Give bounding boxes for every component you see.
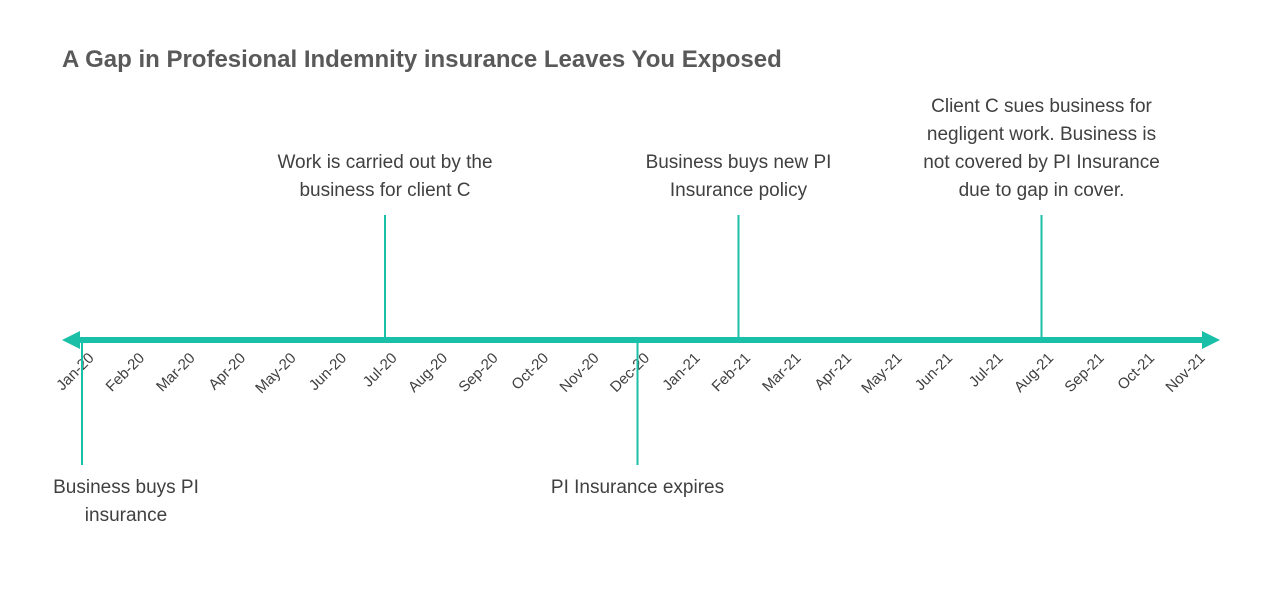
month-tick-label: Mar-21: [759, 350, 805, 396]
timeline-right-arrow: [1202, 331, 1220, 349]
diagram-title: A Gap in Profesional Indemnity insurance…: [62, 46, 782, 73]
month-tick-label: Jan-20: [53, 350, 97, 394]
month-tick-label: Jul-20: [360, 350, 401, 391]
month-tick-label: Feb-20: [103, 350, 149, 396]
month-tick-label: Aug-20: [405, 350, 451, 396]
month-tick-label: May-21: [858, 350, 905, 397]
month-tick-label: Apr-21: [811, 350, 855, 394]
month-tick-label: Dec-20: [607, 350, 653, 396]
month-tick-label: May-20: [252, 350, 299, 397]
event-label: Work is carried out by the business for …: [277, 152, 493, 201]
month-tick-label: Feb-21: [709, 350, 755, 396]
month-tick-label: Oct-21: [1114, 350, 1158, 394]
month-tick-label: Jun-20: [306, 350, 350, 394]
month-tick-label: Apr-20: [205, 350, 249, 394]
event-label: PI Insurance expires: [550, 477, 725, 498]
month-tick-label: Nov-21: [1162, 350, 1208, 396]
month-tick-label: Jul-21: [966, 350, 1007, 391]
timeline-left-arrow: [62, 331, 80, 349]
month-tick-label: Sep-21: [1061, 350, 1107, 396]
event-label: Business buys PI insurance: [53, 477, 199, 526]
month-tick-label: Oct-20: [508, 350, 552, 394]
month-tick-label: Nov-20: [556, 350, 602, 396]
month-tick-label: Mar-20: [153, 350, 199, 396]
month-tick-label: Aug-21: [1011, 350, 1057, 396]
month-tick-label: Sep-20: [455, 350, 501, 396]
month-tick-label: Jan-21: [659, 350, 703, 394]
event-label: Business buys new PI Insurance policy: [645, 152, 832, 201]
month-tick-label: Jun-21: [912, 350, 956, 394]
event-label: Client C sues business for negligent wor…: [923, 96, 1160, 201]
